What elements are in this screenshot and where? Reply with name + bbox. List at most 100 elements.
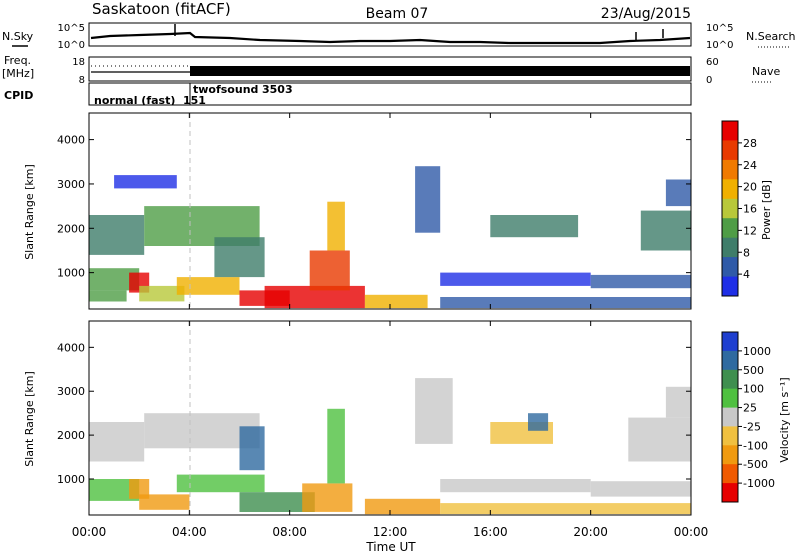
velocity-colorbar-tick-label: -1000 (743, 477, 775, 490)
velocity-colorbar-tick-label: -25 (743, 420, 761, 433)
power-colorbar: 28 24 20 16 12 8 4 Power [dB] (721, 120, 773, 297)
velocity-heatmap-patch (440, 503, 691, 515)
power-colorbar-tick-label: 4 (743, 268, 750, 281)
time-tick-label: 20:00 (573, 525, 608, 539)
time-tick-label: 16:00 (473, 525, 508, 539)
date-label: 23/Aug/2015 (601, 6, 691, 22)
power-colorbar-tick-label: 16 (743, 203, 757, 216)
power-heatmap-patch (364, 294, 428, 309)
cpid-panel: CPID normal (fast) 151 twofsound 3503 (4, 82, 692, 107)
freq-label-1: Freq. (4, 54, 31, 67)
time-tick-label: 12:00 (373, 525, 408, 539)
power-colorbar-segment (722, 198, 738, 219)
velocity-heatmap-patch (665, 386, 691, 418)
nsearch-tick-top: 10^5 (706, 23, 733, 34)
freq-tick-top: 18 (72, 57, 85, 68)
power-heatmap-patch (490, 215, 579, 238)
freq-tick-bottom: 8 (79, 75, 85, 86)
velocity-heatmap-patch (528, 413, 549, 431)
nsky-tick-bottom: 10^0 (58, 40, 85, 51)
power-heatmap-patch (440, 297, 691, 309)
power-colorbar-tick-label: 12 (743, 224, 757, 237)
velocity-heatmap-patch (176, 474, 265, 493)
velocity-colorbar: 1000 500 100 25 -25 -100 -500 -1000 Velocity [m… (721, 331, 791, 503)
velocity-colorbar-tick-label: 100 (743, 383, 764, 396)
time-tick-label: 04:00 (172, 525, 207, 539)
power-heatmap-patch (114, 175, 177, 189)
power-heatmap-patch (415, 166, 441, 233)
nsky-tick-top: 10^5 (58, 23, 85, 34)
nsearch-tick-bottom: 10^0 (706, 40, 733, 51)
time-axis: 00:00 04:00 08:00 12:00 16:00 20:00 00:00 (72, 113, 709, 539)
velocity-colorbar-segment (722, 369, 738, 390)
power-colorbar-segment (722, 121, 738, 141)
power-colorbar-segment (722, 218, 738, 239)
velocity-colorbar-segment (722, 426, 738, 446)
power-colorbar-segment (722, 276, 738, 297)
power-heatmap-patch (440, 272, 591, 286)
velocity-colorbar-segment (722, 350, 738, 371)
velocity-heatmap-patch (415, 378, 453, 444)
velocity-heatmap-patch (590, 481, 691, 497)
velocity-y-tick-label: 4000 (57, 341, 85, 354)
velocity-heatmap-patch (89, 422, 145, 462)
power-heatmap-patch (89, 268, 140, 291)
station-title: Saskatoon (fitACF) (92, 0, 231, 18)
velocity-heatmap-patch (628, 417, 691, 462)
power-colorbar-segment (722, 179, 738, 200)
power-colorbar-segment (722, 140, 738, 161)
velocity-y-tick-label: 3000 (57, 385, 85, 398)
velocity-colorbar-segment (722, 445, 738, 465)
velocity-heatmap-patch (440, 479, 591, 493)
freq-label-2: [MHz] (2, 67, 34, 80)
power-colorbar-segment (722, 257, 738, 277)
freq-twofsound-band (190, 66, 690, 76)
power-colorbar-tick-label: 28 (743, 137, 757, 150)
power-colorbar-segment (722, 237, 738, 258)
velocity-cbar-label: Velocity [m s⁻¹] (778, 377, 791, 462)
power-ylabel: Slant Range [km] (23, 164, 36, 260)
power-y-tick-label: 2000 (57, 222, 85, 235)
velocity-heatmap-patch (239, 492, 315, 512)
nsky-label: N.Sky (2, 30, 34, 43)
cpid-mode-2-name: twofsound (193, 83, 258, 96)
velocity-colorbar-tick-label: -100 (743, 439, 768, 452)
velocity-heatmap-patch (89, 479, 140, 501)
nsky-panel: N.Sky 10^5 10^0 10^5 10^0 N.Search (2, 22, 796, 51)
velocity-heatmap-patch (139, 494, 190, 510)
power-heatmap-patch (89, 290, 127, 302)
freq-frame (88, 56, 692, 82)
cpid-mode-1-name: normal (fast) (94, 94, 175, 107)
beam-label: Beam 07 (366, 6, 429, 22)
power-heatmap-patch (590, 274, 691, 289)
power-y-axis: 1000 2000 3000 4000 (57, 134, 691, 280)
cpid-frame (88, 82, 692, 106)
power-heatmap-patch (214, 237, 265, 278)
velocity-heatmap (89, 378, 691, 515)
power-heatmap-patch (640, 210, 691, 251)
power-heatmap-patch (89, 215, 145, 255)
velocity-colorbar-tick-label: 500 (743, 364, 764, 377)
time-tick-label: 00:00 (674, 525, 709, 539)
time-tick-label: 00:00 (72, 525, 107, 539)
time-axis-label: Time UT (365, 540, 416, 554)
power-colorbar-tick-label: 8 (743, 246, 750, 259)
power-y-tick-label: 3000 (57, 178, 85, 191)
velocity-panel: 1000 2000 3000 4000 Slant Range [km] 1000 50… (23, 320, 791, 516)
velocity-y-tick-label: 1000 (57, 473, 85, 486)
velocity-y-tick-label: 2000 (57, 429, 85, 442)
velocity-colorbar-tick-label: 1000 (743, 345, 771, 358)
cpid-label: CPID (4, 89, 33, 102)
cpid-mode-2-id: 3503 (262, 83, 293, 96)
nsky-trace (90, 31, 691, 45)
power-colorbar-tick-label: 20 (743, 181, 757, 194)
velocity-y-axis: 1000 2000 3000 4000 (57, 341, 691, 486)
cpid-mode-1-id: 151 (183, 94, 206, 107)
velocity-colorbar-segment (722, 483, 738, 503)
time-tick-label: 08:00 (272, 525, 307, 539)
velocity-colorbar-tick-label: -500 (743, 458, 768, 471)
power-y-tick-label: 1000 (57, 267, 85, 280)
power-heatmap-patch (176, 277, 240, 295)
velocity-heatmap-patch (364, 498, 441, 515)
